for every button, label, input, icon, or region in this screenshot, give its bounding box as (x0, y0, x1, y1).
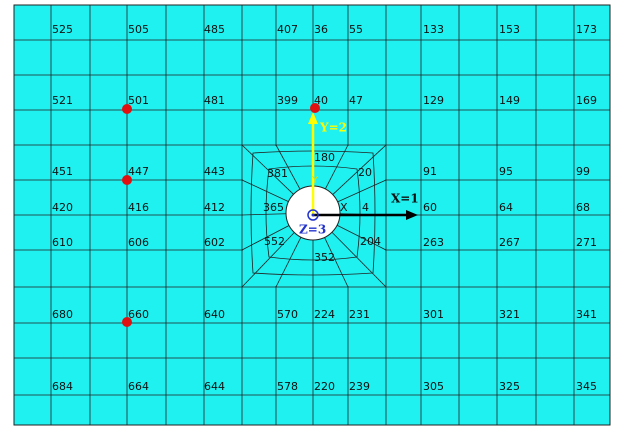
node-label: 416 (128, 201, 149, 214)
node-label: 36 (314, 23, 328, 36)
node-label: 60 (423, 201, 437, 214)
mesh-line (241, 225, 290, 251)
node-label: 505 (128, 23, 149, 36)
mesh-line (336, 224, 387, 251)
node-label: 525 (52, 23, 73, 36)
node-label: 55 (349, 23, 363, 36)
node-label: 451 (52, 165, 73, 178)
node-label: 578 (277, 380, 298, 393)
node-label: 684 (52, 380, 73, 393)
node-label: 239 (349, 380, 370, 393)
node-label: 149 (499, 94, 520, 107)
y-marker-label: Y (311, 175, 319, 186)
z-axis-marker (307, 209, 319, 221)
node-label: 365 (263, 201, 284, 214)
node-dot (122, 317, 132, 327)
node-dot (122, 175, 132, 185)
mesh-line (241, 179, 289, 202)
node-label: 399 (277, 94, 298, 107)
mesh-line (275, 236, 302, 288)
node-label: 271 (576, 236, 597, 249)
node-label: 341 (576, 308, 597, 321)
mesh-line (332, 144, 387, 195)
mesh-ring (250, 150, 376, 276)
node-label: 64 (499, 201, 513, 214)
node-dot (310, 103, 320, 113)
node-label: 68 (576, 201, 590, 214)
x-axis-label: X=1 (391, 192, 419, 206)
mesh-line (324, 237, 349, 288)
node-label: 412 (204, 201, 225, 214)
node-label: 501 (128, 94, 149, 107)
node-label: 305 (423, 380, 444, 393)
node-label: X (340, 201, 348, 214)
node-label: 180 (314, 151, 335, 164)
node-label: 129 (423, 94, 444, 107)
node-label: 231 (349, 308, 370, 321)
mesh-line (331, 231, 387, 288)
node-dot (122, 104, 132, 114)
z-axis-dot (311, 213, 315, 217)
node-label: 321 (499, 308, 520, 321)
node-label: 640 (204, 308, 225, 321)
node-labels: 525 505 485 407 36 55 133 153 173 521 501 481 399 40 4… (52, 23, 597, 393)
node-label: 420 (52, 201, 73, 214)
mesh-line (337, 179, 387, 203)
y-axis-label: Y=2 (319, 121, 347, 135)
node-label: 47 (349, 94, 363, 107)
node-label: 664 (128, 380, 149, 393)
node-label: 610 (52, 236, 73, 249)
node-label: 263 (423, 236, 444, 249)
mesh-line (241, 144, 294, 195)
node-label: 153 (499, 23, 520, 36)
node-label: 267 (499, 236, 520, 249)
node-label: 224 (314, 308, 335, 321)
node-label: 381 (267, 167, 288, 180)
node-label: 169 (576, 94, 597, 107)
x-arrowhead (406, 210, 418, 220)
mesh-line (241, 213, 287, 216)
y-arrowhead (308, 112, 318, 124)
node-label: 40 (314, 94, 328, 107)
node-label: 325 (499, 380, 520, 393)
node-label: 20 (358, 166, 372, 179)
node-label: 220 (314, 380, 335, 393)
node-label: 4 (362, 201, 369, 214)
z-axis-label: Z=3 (299, 223, 326, 237)
node-label: 485 (204, 23, 225, 36)
node-label: 91 (423, 165, 437, 178)
node-label: 447 (128, 165, 149, 178)
node-label: 133 (423, 23, 444, 36)
node-label: 407 (277, 23, 298, 36)
node-label: 644 (204, 380, 225, 393)
node-label: 570 (277, 308, 298, 321)
node-label: 352 (314, 251, 335, 264)
node-label: 173 (576, 23, 597, 36)
node-label: 660 (128, 308, 149, 321)
node-label: 95 (499, 165, 513, 178)
node-label: 345 (576, 380, 597, 393)
mesh-ring (265, 165, 361, 261)
node-label: 680 (52, 308, 73, 321)
node-label: 443 (204, 165, 225, 178)
mesh-line (241, 232, 295, 288)
node-label: 606 (128, 236, 149, 249)
node-label: 521 (52, 94, 73, 107)
node-label: 301 (423, 308, 444, 321)
node-label: 204 (360, 235, 381, 248)
node-label: 481 (204, 94, 225, 107)
node-label: 602 (204, 236, 225, 249)
node-label: 552 (264, 235, 285, 248)
node-label: 99 (576, 165, 590, 178)
